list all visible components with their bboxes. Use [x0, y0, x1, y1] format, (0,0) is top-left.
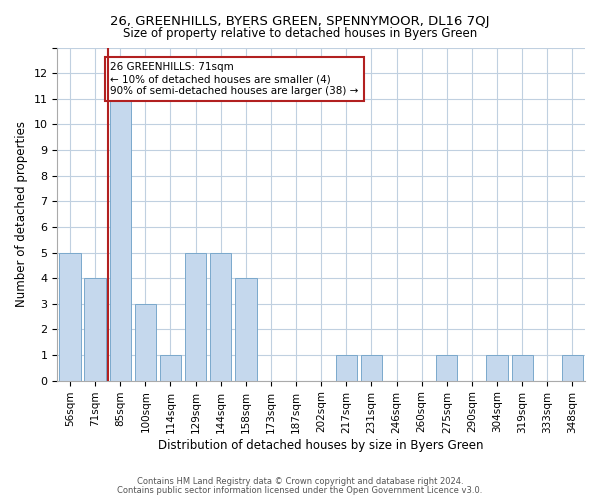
Bar — [59, 252, 80, 380]
Text: Contains HM Land Registry data © Crown copyright and database right 2024.: Contains HM Land Registry data © Crown c… — [137, 478, 463, 486]
Text: Size of property relative to detached houses in Byers Green: Size of property relative to detached ho… — [123, 28, 477, 40]
Y-axis label: Number of detached properties: Number of detached properties — [15, 121, 28, 307]
Bar — [562, 355, 583, 380]
Bar — [487, 355, 508, 380]
Bar — [235, 278, 257, 380]
Bar — [185, 252, 206, 380]
Text: 26, GREENHILLS, BYERS GREEN, SPENNYMOOR, DL16 7QJ: 26, GREENHILLS, BYERS GREEN, SPENNYMOOR,… — [110, 15, 490, 28]
X-axis label: Distribution of detached houses by size in Byers Green: Distribution of detached houses by size … — [158, 440, 484, 452]
Text: 26 GREENHILLS: 71sqm
← 10% of detached houses are smaller (4)
90% of semi-detach: 26 GREENHILLS: 71sqm ← 10% of detached h… — [110, 62, 359, 96]
Text: Contains public sector information licensed under the Open Government Licence v3: Contains public sector information licen… — [118, 486, 482, 495]
Bar — [85, 278, 106, 380]
Bar — [210, 252, 232, 380]
Bar — [361, 355, 382, 380]
Bar — [110, 99, 131, 380]
Bar — [335, 355, 357, 380]
Bar — [512, 355, 533, 380]
Bar — [134, 304, 156, 380]
Bar — [436, 355, 457, 380]
Bar — [160, 355, 181, 380]
